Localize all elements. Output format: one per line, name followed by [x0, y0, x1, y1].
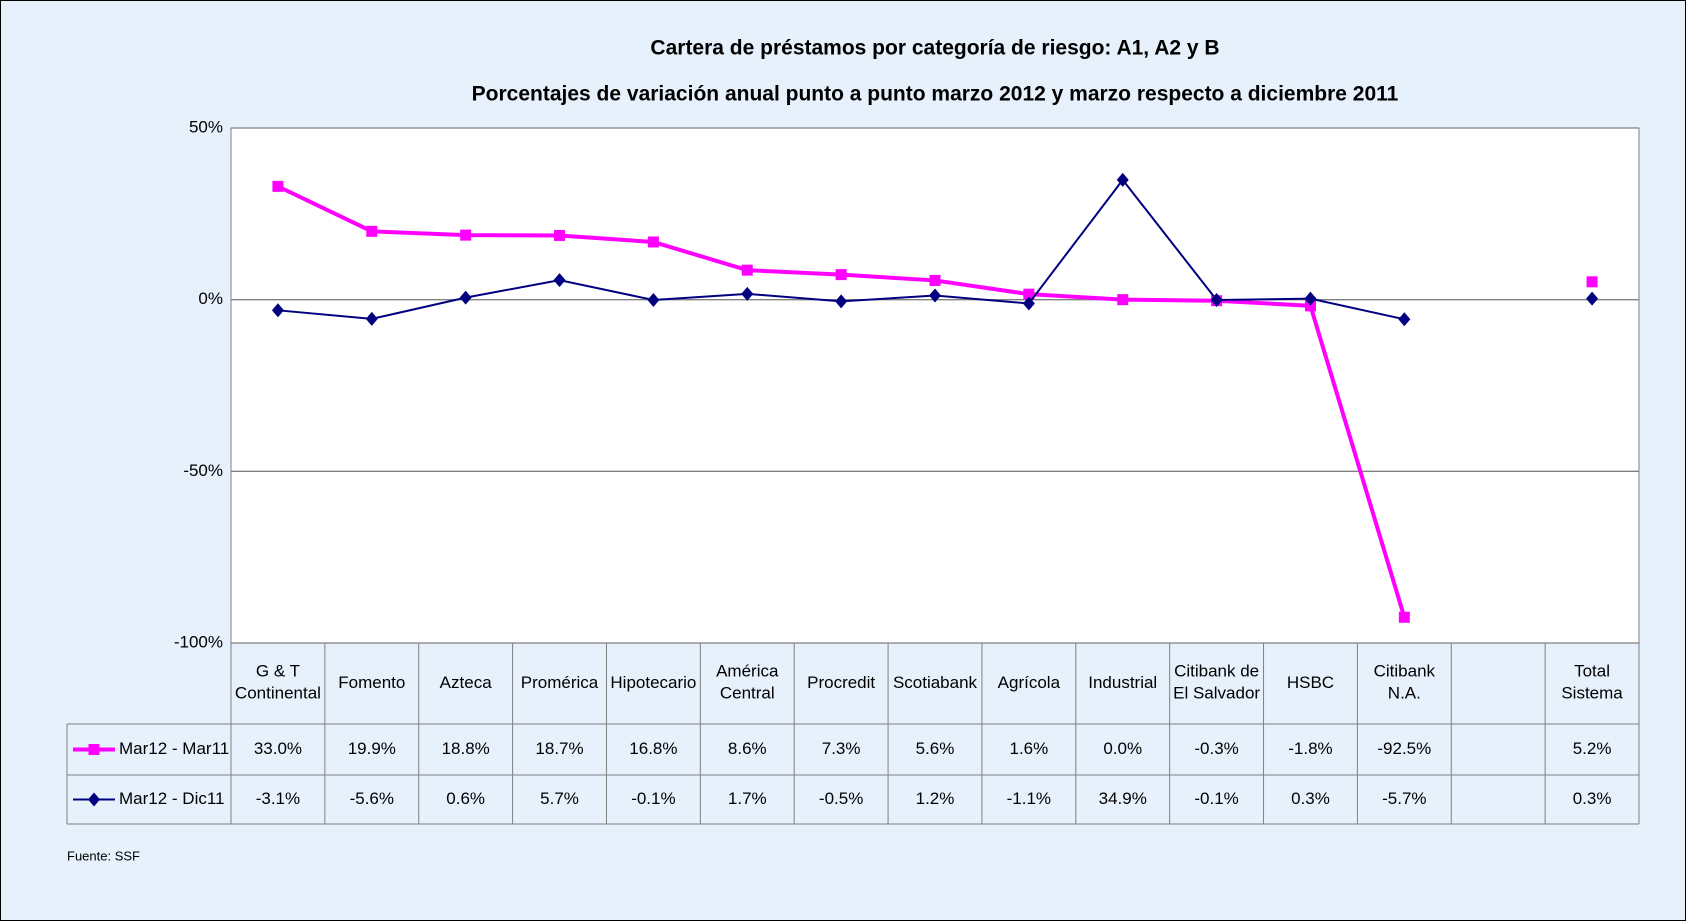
marker [365, 311, 378, 326]
x-tick-label: Hipotecario [610, 673, 696, 692]
y-tick-label: -50% [183, 461, 223, 480]
x-tick-label: Agrícola [998, 673, 1061, 692]
y-tick-label: -100% [174, 632, 223, 651]
x-tick-label: G & T Continental [235, 662, 321, 703]
marker [1586, 291, 1599, 306]
x-tick-label: Scotiabank [893, 673, 978, 692]
x-tick-label: Citibank N.A. [1374, 662, 1436, 703]
marker [1586, 276, 1598, 288]
marker [1210, 293, 1223, 308]
x-tick-label: Total Sistema [1561, 662, 1623, 703]
source-note: Fuente: SSF [67, 848, 140, 863]
marker [272, 180, 284, 192]
marker [1022, 296, 1035, 311]
x-tick-label: Promérica [521, 673, 599, 692]
marker [929, 274, 941, 286]
x-tick-label: Azteca [440, 673, 493, 692]
table-value: 0.3% [1573, 789, 1612, 808]
table-value: 33.0% [254, 739, 302, 758]
marker [1304, 300, 1316, 312]
x-tick-label: Fomento [338, 673, 405, 692]
marker [1398, 611, 1410, 623]
legend-marker [88, 744, 100, 755]
table-value: -0.1% [631, 789, 675, 808]
table-value: 0.6% [446, 789, 485, 808]
table-value: -1.1% [1007, 789, 1051, 808]
marker [1398, 312, 1411, 327]
marker [835, 294, 848, 309]
table-value: -92.5% [1377, 739, 1431, 758]
legend-label: Mar12 - Dic11 [119, 789, 225, 808]
x-tick-label: América Central [716, 662, 779, 703]
table-value: 1.2% [916, 789, 955, 808]
table-value: 1.6% [1009, 739, 1048, 758]
table-value: 5.6% [916, 739, 955, 758]
marker [459, 290, 472, 305]
marker [366, 225, 378, 237]
table-value: 19.9% [348, 739, 396, 758]
table-value: 1.7% [728, 789, 767, 808]
marker [647, 293, 660, 308]
table-value: 18.7% [535, 739, 583, 758]
marker [1304, 291, 1317, 306]
table-value: 34.9% [1099, 789, 1147, 808]
chart-subtitle: Porcentajes de variación anual punto a p… [472, 83, 1399, 106]
table-value: 0.3% [1291, 789, 1330, 808]
table-value: 18.8% [442, 739, 490, 758]
marker [460, 229, 472, 241]
legend-marker [88, 792, 100, 807]
plot-area [230, 127, 1640, 644]
marker [741, 286, 754, 301]
chart-title: Cartera de préstamos por categoría de ri… [650, 37, 1219, 60]
marker [1023, 288, 1035, 300]
table-value: -0.3% [1194, 739, 1238, 758]
table-value: -5.7% [1382, 789, 1426, 808]
table-value: 5.7% [540, 789, 579, 808]
table-value: -1.8% [1288, 739, 1332, 758]
marker [647, 236, 659, 248]
marker [271, 303, 284, 318]
marker [929, 288, 941, 303]
table-value: -0.5% [819, 789, 863, 808]
x-tick-label: Industrial [1088, 673, 1157, 692]
table-value: -5.6% [350, 789, 394, 808]
table-value: 7.3% [822, 739, 861, 758]
table-value: 5.2% [1573, 739, 1612, 758]
marker [1117, 294, 1129, 306]
marker [1116, 172, 1129, 187]
table-value: 0.0% [1103, 739, 1142, 758]
y-tick-label: 0% [198, 289, 223, 308]
table-value: -3.1% [256, 789, 300, 808]
x-tick-label: Citibank de El Salvador [1173, 662, 1260, 703]
marker [835, 269, 847, 281]
y-tick-label: 50% [189, 117, 223, 136]
x-tick-label: Procredit [807, 673, 875, 692]
marker [741, 264, 753, 276]
table-value: -0.1% [1194, 789, 1238, 808]
table-value: 16.8% [629, 739, 677, 758]
x-tick-label: HSBC [1287, 673, 1334, 692]
legend-label: Mar12 - Mar11 [119, 739, 229, 758]
marker [553, 273, 566, 288]
table-value: 8.6% [728, 739, 767, 758]
marker [554, 229, 566, 241]
